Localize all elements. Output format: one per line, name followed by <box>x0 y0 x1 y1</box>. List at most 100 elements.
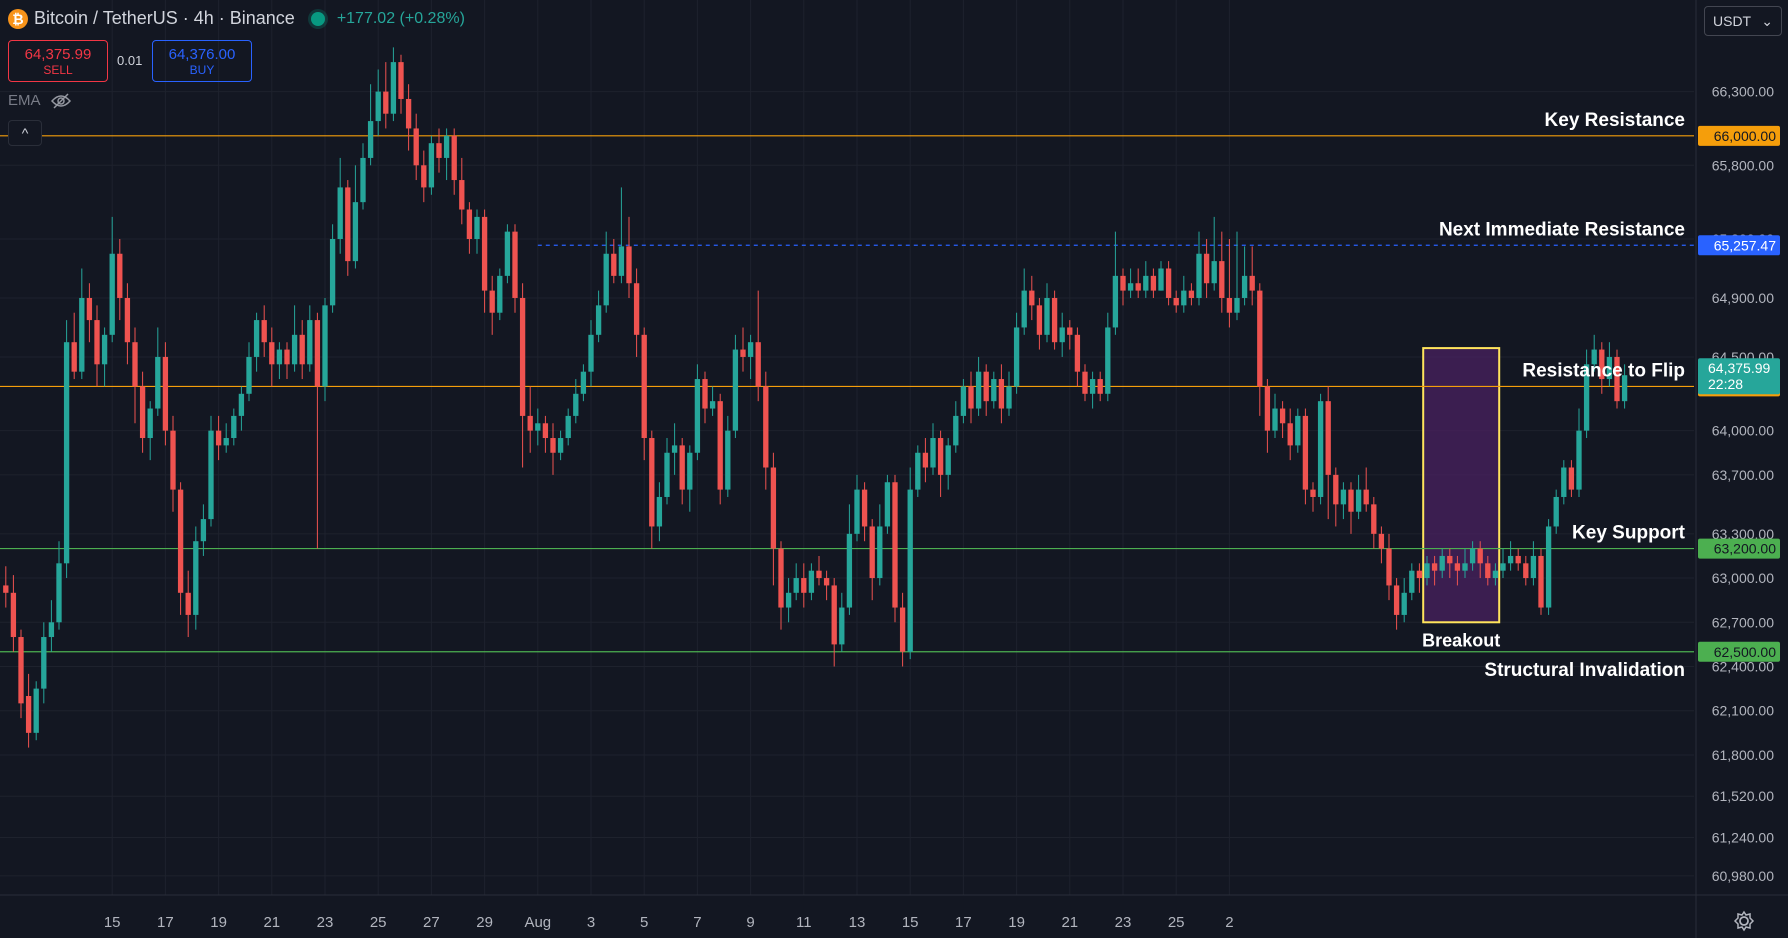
candle-body <box>162 356 169 431</box>
eye-hidden-icon[interactable] <box>50 92 71 109</box>
symbol-title[interactable]: Bitcoin / TetherUS · 4h · Binance <box>34 8 295 28</box>
candle-body <box>1340 489 1347 505</box>
settings-gear-icon[interactable] <box>1732 909 1756 933</box>
candle-body <box>595 305 602 335</box>
y-tick-label: 61,240.00 <box>1712 830 1774 846</box>
candle-body <box>413 128 419 166</box>
candle-body <box>1143 275 1149 291</box>
candle-body <box>1173 297 1179 306</box>
candle-body <box>170 430 176 490</box>
x-tick-label: Aug <box>524 914 551 931</box>
y-tick-label: 60,980.00 <box>1712 868 1774 884</box>
candle-body <box>1530 555 1537 579</box>
candle-body <box>945 445 951 475</box>
candle-body <box>1378 533 1385 549</box>
candle-body <box>1621 375 1628 402</box>
candle-body <box>892 482 898 608</box>
candle-body <box>1211 261 1217 284</box>
candle-body <box>10 592 17 638</box>
candle-body <box>1431 563 1438 571</box>
level-price-tag <box>1698 538 1780 559</box>
candle-body <box>694 379 701 453</box>
collapse-legend-button[interactable]: ^ <box>8 120 42 146</box>
candle-body <box>930 438 936 468</box>
y-tick-label: 63,700.00 <box>1712 467 1774 483</box>
candle-body <box>1036 305 1043 335</box>
level-price-tag-label: 66,000.00 <box>1714 128 1776 144</box>
candle-body <box>504 231 511 276</box>
candle-body <box>231 415 237 439</box>
current-price-label: 64,375.99 <box>1708 360 1770 376</box>
candle-body <box>185 592 191 615</box>
y-tick-label: 61,520.00 <box>1712 788 1774 804</box>
candle-body <box>497 275 503 313</box>
candle-body <box>269 342 275 365</box>
order-quantity[interactable]: 0.01 <box>117 53 143 68</box>
x-tick-label: 13 <box>849 914 866 931</box>
candle-body <box>801 578 807 593</box>
candle-body <box>512 231 518 298</box>
candle-body <box>124 297 131 343</box>
chevron-up-icon: ^ <box>21 125 29 141</box>
sell-label: SELL <box>43 62 73 77</box>
candle-body <box>846 533 853 608</box>
candle-body <box>671 445 678 453</box>
candle-body <box>732 349 739 431</box>
candle-body <box>299 334 305 365</box>
candle-body <box>649 438 655 527</box>
candle-body <box>322 305 328 387</box>
candle-body <box>535 423 541 431</box>
indicator-legend[interactable]: EMA <box>8 92 71 109</box>
level-price-tag-label: 65,257.47 <box>1714 237 1776 253</box>
x-tick-label: 17 <box>955 914 972 931</box>
candle-body <box>1029 290 1035 306</box>
candle-body <box>345 187 351 262</box>
candle-body <box>1127 283 1134 291</box>
candle-body <box>839 607 845 645</box>
candle-body <box>360 157 366 203</box>
candle-body <box>71 342 77 372</box>
candle-body <box>1279 408 1286 424</box>
candle-body <box>200 519 207 542</box>
level-price-tag <box>1698 125 1780 146</box>
candle-body <box>1234 297 1240 313</box>
level-annotation: Structural Invalidation <box>1484 660 1685 681</box>
candle-body <box>1264 386 1271 431</box>
candle-body <box>991 379 997 402</box>
candle-body <box>808 570 815 593</box>
x-tick-label: 21 <box>1061 914 1078 931</box>
candle-body <box>740 349 746 357</box>
currency-select[interactable]: USDT ⌄ <box>1704 6 1782 36</box>
candle-body <box>1302 415 1309 490</box>
candle-body <box>352 202 359 262</box>
candle-body <box>481 216 488 291</box>
candle-body <box>588 334 594 372</box>
candle-body <box>778 548 784 608</box>
candle-body <box>1089 379 1096 394</box>
candle-body <box>1583 364 1590 431</box>
candle-body <box>489 290 495 313</box>
y-tick-label: 63,000.00 <box>1712 570 1774 586</box>
candle-body <box>25 695 32 733</box>
candle-body <box>94 320 100 365</box>
y-tick-label: 62,100.00 <box>1712 703 1774 719</box>
candle-body <box>1545 526 1552 608</box>
candle-body <box>1576 430 1582 490</box>
candle-body <box>816 570 822 579</box>
candle-body <box>1105 327 1111 394</box>
candle-body <box>132 342 138 387</box>
candle-body <box>1272 408 1278 431</box>
x-tick-label: 17 <box>157 914 174 931</box>
level-price-tag <box>1698 235 1780 256</box>
candle-body <box>367 121 374 158</box>
buy-button[interactable]: 64,376.00 BUY <box>152 40 252 82</box>
candle-body <box>56 563 62 623</box>
indicator-label: EMA <box>8 92 41 109</box>
candle-body <box>451 135 457 181</box>
sell-button[interactable]: 64,375.99 SELL <box>8 40 108 82</box>
symbol-header[interactable]: ₿ Bitcoin / TetherUS · 4h · Binance +177… <box>8 8 465 29</box>
candle-body <box>63 342 70 564</box>
candle-body <box>139 386 146 439</box>
y-tick-label: 64,900.00 <box>1712 290 1774 306</box>
